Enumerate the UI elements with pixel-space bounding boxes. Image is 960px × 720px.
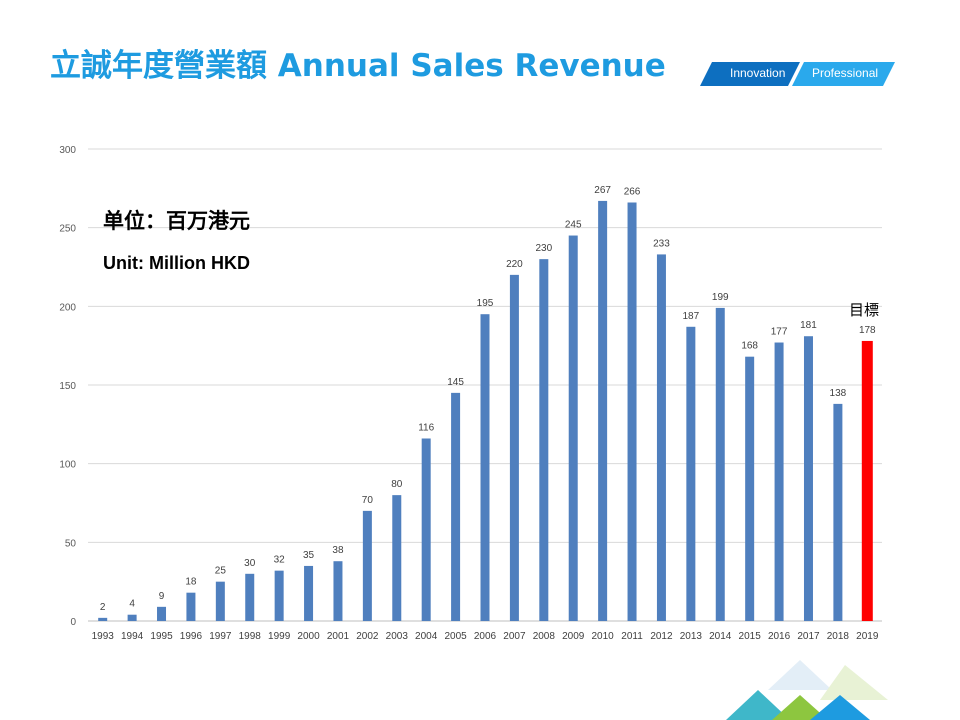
data-label-2012: 233: [653, 238, 670, 249]
bar-2007: [509, 274, 519, 621]
bar-2000: [304, 565, 314, 621]
bar-2019: [861, 340, 873, 621]
bar-2013: [686, 326, 696, 621]
bar-1995: [157, 606, 167, 621]
x-tick-label-2007: 2007: [503, 631, 526, 642]
bar-1999: [274, 570, 284, 621]
x-tick-label-2019: 2019: [856, 631, 879, 642]
x-tick-label-2014: 2014: [709, 631, 732, 642]
bar-2004: [421, 438, 431, 621]
banner-professional: Professional: [812, 66, 879, 80]
target-label: 目標: [849, 301, 880, 319]
data-label-1996: 18: [185, 577, 197, 588]
data-label-2016: 177: [771, 327, 788, 338]
x-tick-label-2018: 2018: [827, 631, 850, 642]
bar-2008: [539, 259, 549, 621]
x-tick-label-2006: 2006: [474, 631, 497, 642]
x-tick-label-1999: 1999: [268, 631, 291, 642]
data-label-2017: 181: [800, 320, 817, 331]
page-title: 立誠年度營業額 Annual Sales Revenue: [50, 48, 666, 84]
data-label-2019: 178: [859, 325, 876, 336]
data-label-1999: 32: [274, 555, 286, 566]
x-tick-label-2003: 2003: [386, 631, 409, 642]
data-label-2006: 195: [477, 298, 494, 309]
bar-2018: [833, 403, 843, 621]
x-tick-label-2008: 2008: [533, 631, 556, 642]
bar-2016: [774, 342, 784, 621]
data-label-2005: 145: [447, 377, 464, 388]
banner-innovation: Innovation: [730, 66, 786, 80]
data-label-2015: 168: [741, 341, 758, 352]
data-label-1997: 25: [215, 566, 227, 577]
bar-2011: [627, 202, 637, 621]
slogan-banner: Innovation Professional: [700, 62, 895, 86]
y-tick-label: 0: [70, 617, 76, 628]
data-label-2010: 267: [594, 185, 611, 196]
data-label-2008: 230: [535, 243, 552, 254]
bar-2015: [745, 356, 755, 621]
x-tick-label-1993: 1993: [92, 631, 115, 642]
x-tick-label-2004: 2004: [415, 631, 438, 642]
bar-1996: [186, 592, 196, 621]
y-tick-label: 150: [59, 381, 76, 392]
data-label-2000: 35: [303, 550, 315, 561]
x-tick-label-2012: 2012: [650, 631, 673, 642]
banner-shape: [700, 62, 895, 86]
y-tick-label: 200: [59, 302, 76, 313]
decorative-triangles: [726, 660, 888, 720]
data-label-1998: 30: [244, 558, 256, 569]
data-label-2003: 80: [391, 479, 403, 490]
data-label-2013: 187: [683, 311, 700, 322]
data-label-1995: 9: [159, 591, 165, 602]
bar-2014: [715, 307, 725, 621]
bar-2005: [451, 392, 461, 621]
x-tick-label-2016: 2016: [768, 631, 791, 642]
x-tick-label-2009: 2009: [562, 631, 585, 642]
bar-2017: [803, 336, 813, 621]
x-tick-label-1995: 1995: [150, 631, 173, 642]
data-label-2011: 266: [624, 186, 641, 197]
bar-2010: [598, 200, 608, 622]
x-tick-label-1998: 1998: [239, 631, 262, 642]
x-tick-label-2013: 2013: [680, 631, 703, 642]
data-label-2014: 199: [712, 292, 729, 303]
data-label-1993: 2: [100, 602, 106, 613]
x-tick-label-2017: 2017: [797, 631, 820, 642]
bar-2006: [480, 314, 490, 621]
x-tick-label-1996: 1996: [180, 631, 203, 642]
data-label-2018: 138: [830, 388, 847, 399]
x-tick-label-1997: 1997: [209, 631, 232, 642]
y-tick-label: 250: [59, 224, 76, 235]
unit-label-english: Unit: Million HKD: [103, 253, 250, 273]
x-tick-label-1994: 1994: [121, 631, 144, 642]
bar-2003: [392, 495, 402, 621]
data-label-2004: 116: [418, 422, 434, 433]
x-tick-label-2011: 2011: [621, 631, 643, 642]
bar-1993: [98, 617, 108, 621]
data-label-2002: 70: [362, 495, 374, 506]
bar-1998: [245, 573, 255, 621]
x-tick-label-2015: 2015: [739, 631, 762, 642]
bar-2002: [362, 510, 372, 621]
x-tick-label-2001: 2001: [327, 631, 350, 642]
x-tick-label-2002: 2002: [356, 631, 379, 642]
bar-2012: [656, 254, 666, 621]
data-label-2007: 220: [506, 259, 523, 270]
y-tick-label: 100: [59, 460, 76, 471]
data-label-2009: 245: [565, 220, 582, 231]
bar-2009: [568, 235, 578, 622]
data-label-2001: 38: [332, 545, 344, 556]
x-tick-label-2005: 2005: [444, 631, 467, 642]
bar-2001: [333, 561, 343, 621]
bar-1997: [215, 581, 225, 621]
bar-1994: [127, 614, 137, 621]
unit-label-chinese: 单位：百万港元: [103, 208, 250, 233]
x-tick-label-2010: 2010: [592, 631, 615, 642]
x-tick-label-2000: 2000: [297, 631, 320, 642]
y-tick-label: 50: [65, 538, 77, 549]
y-tick-label: 300: [59, 145, 76, 156]
data-label-1994: 4: [129, 599, 135, 610]
